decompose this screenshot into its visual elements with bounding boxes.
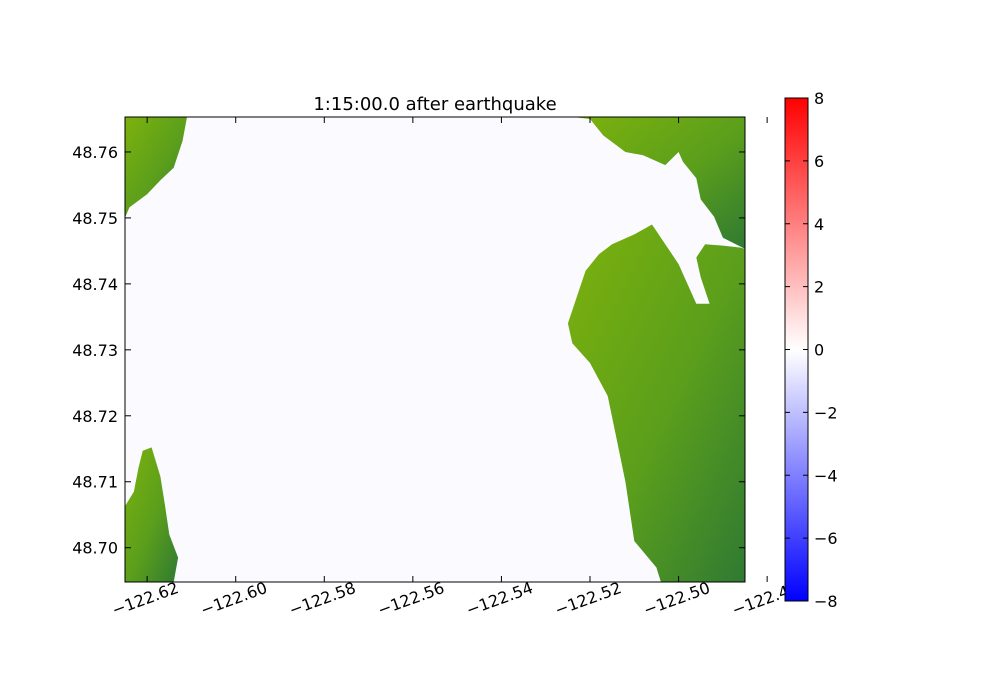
x-tick-label: −122.54 xyxy=(464,578,536,620)
x-tick-label: −122.50 xyxy=(641,578,713,620)
colorbar-tick-label: 0 xyxy=(814,341,824,360)
y-tick-label: 48.76 xyxy=(72,143,118,162)
plot-area xyxy=(124,116,746,583)
colorbar-gradient xyxy=(785,98,808,601)
y-tick-label: 48.75 xyxy=(72,209,118,228)
x-tick-label: −122.62 xyxy=(109,578,181,620)
colorbar-tick-label: −6 xyxy=(814,529,838,548)
y-axis: 48.70 48.71 48.72 48.73 48.74 48.75 48.76 xyxy=(72,143,745,558)
colorbar-tick-label: −2 xyxy=(814,403,838,422)
y-tick-label: 48.73 xyxy=(72,341,118,360)
land-layer xyxy=(125,117,745,582)
colorbar-tick-label: −4 xyxy=(814,466,838,485)
x-tick-label: −122.56 xyxy=(375,578,447,620)
colorbar-ticks: 8 6 4 2 0 −2 −4 −6 −8 xyxy=(785,89,838,611)
x-tick-label: −122.58 xyxy=(287,578,359,620)
x-tick-label: −122.60 xyxy=(198,578,270,620)
chart-title: 1:15:00.0 after earthquake xyxy=(313,94,556,115)
colorbar-tick-label: 8 xyxy=(814,89,824,108)
colorbar-tick-label: 4 xyxy=(814,215,824,234)
land-region-northwest xyxy=(125,117,187,218)
y-tick-label: 48.72 xyxy=(72,407,118,426)
colorbar-tick-label: −8 xyxy=(814,592,838,611)
y-tick-label: 48.74 xyxy=(72,275,118,294)
land-region-southwest xyxy=(125,447,179,582)
y-tick-label: 48.70 xyxy=(72,539,118,558)
land-region-northeast xyxy=(572,117,745,249)
x-tick-label: −122.52 xyxy=(552,578,624,620)
colorbar: 8 6 4 2 0 −2 −4 −6 −8 xyxy=(784,89,838,611)
y-tick-label: 48.71 xyxy=(72,473,118,492)
colorbar-tick-label: 6 xyxy=(814,152,824,171)
land-region-east-shore xyxy=(567,224,745,582)
colorbar-tick-label: 2 xyxy=(814,278,824,297)
